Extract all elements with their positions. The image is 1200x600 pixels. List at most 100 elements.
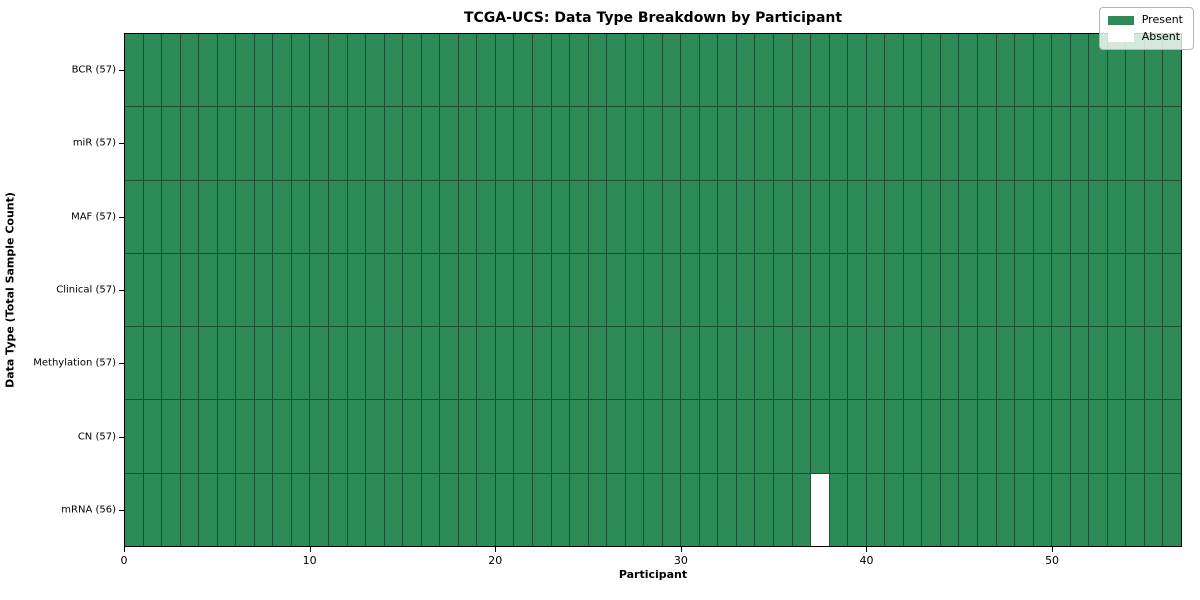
heatmap-cell <box>959 473 978 546</box>
heatmap-cell <box>736 473 755 546</box>
heatmap-cell <box>1015 327 1033 400</box>
heatmap-cell <box>736 400 755 473</box>
heatmap-cell <box>421 107 440 180</box>
heatmap-cell <box>792 34 811 107</box>
heatmap-cell <box>532 400 551 473</box>
heatmap-cell <box>1107 107 1126 180</box>
heatmap-cell <box>143 400 162 473</box>
heatmap-cell <box>162 180 180 253</box>
heatmap-cell <box>180 107 199 180</box>
heatmap-cell <box>848 473 866 546</box>
heatmap-cell <box>1126 400 1144 473</box>
heatmap-cell <box>940 253 959 327</box>
heatmap-cell <box>1052 253 1070 327</box>
heatmap-cell <box>607 327 625 400</box>
heatmap-cell <box>1033 327 1052 400</box>
heatmap-cell <box>143 473 162 546</box>
heatmap-cell <box>328 107 347 180</box>
heatmap-cell <box>1089 34 1107 107</box>
heatmap-cell <box>1126 180 1144 253</box>
heatmap-cell <box>125 180 143 253</box>
heatmap-row <box>125 473 1181 546</box>
x-tick-label: 20 <box>488 554 503 567</box>
heatmap-cell <box>625 327 644 400</box>
heatmap-cell <box>477 473 495 546</box>
heatmap-cell <box>217 34 236 107</box>
heatmap-cell <box>922 107 940 180</box>
heatmap-cell <box>718 327 736 400</box>
heatmap-cell <box>458 327 477 400</box>
heatmap-cell <box>273 34 291 107</box>
heatmap-cell <box>570 327 588 400</box>
heatmap-cell <box>866 327 885 400</box>
heatmap-cell <box>551 473 570 546</box>
heatmap-cell <box>903 253 922 327</box>
heatmap-cell <box>978 400 996 473</box>
heatmap-cell <box>644 327 662 400</box>
heatmap-cell <box>143 107 162 180</box>
heatmap-cell <box>421 473 440 546</box>
heatmap-cell <box>477 180 495 253</box>
heatmap-cell <box>903 180 922 253</box>
heatmap-cell <box>1163 34 1181 107</box>
heatmap-cell <box>885 473 903 546</box>
y-tick-label: mRNA (56) <box>61 504 116 516</box>
heatmap-cell <box>792 327 811 400</box>
heatmap-cell <box>885 400 903 473</box>
heatmap-cell <box>1126 253 1144 327</box>
heatmap-cell <box>180 34 199 107</box>
heatmap-cell <box>922 327 940 400</box>
heatmap-cell <box>978 107 996 180</box>
heatmap-cell <box>347 400 366 473</box>
heatmap-cell <box>532 253 551 327</box>
heatmap-cell <box>458 107 477 180</box>
heatmap-cell <box>848 107 866 180</box>
heatmap-cell <box>681 107 699 180</box>
heatmap-cell <box>588 473 607 546</box>
heatmap-cell <box>328 400 347 473</box>
y-tick-label: Clinical (57) <box>56 284 116 296</box>
x-tick-label: 50 <box>1045 554 1060 567</box>
heatmap-cell-absent <box>811 473 829 546</box>
heatmap-cell <box>625 180 644 253</box>
heatmap-cell <box>328 180 347 253</box>
x-tick-label: 30 <box>673 554 688 567</box>
heatmap-cell <box>236 107 254 180</box>
heatmap-cell <box>125 473 143 546</box>
heatmap-cell <box>681 473 699 546</box>
heatmap-cell <box>125 253 143 327</box>
heatmap-cell <box>681 327 699 400</box>
heatmap-cell <box>236 34 254 107</box>
heatmap-cell <box>532 34 551 107</box>
heatmap-cell <box>588 253 607 327</box>
heatmap-cell <box>199 327 217 400</box>
heatmap-cell <box>755 473 774 546</box>
heatmap-cell <box>273 327 291 400</box>
heatmap-cell <box>217 473 236 546</box>
heatmap-cell <box>1126 107 1144 180</box>
plot-area <box>124 33 1182 547</box>
heatmap-cell <box>570 180 588 253</box>
x-tick-mark <box>680 547 682 552</box>
heatmap-cell <box>922 34 940 107</box>
heatmap-cell <box>273 400 291 473</box>
heatmap-cell <box>310 34 328 107</box>
heatmap-cell <box>774 180 792 253</box>
heatmap-cell <box>885 34 903 107</box>
heatmap-cell <box>328 327 347 400</box>
heatmap-cell <box>699 34 718 107</box>
heatmap-cell <box>514 34 532 107</box>
heatmap-cell <box>1052 473 1070 546</box>
heatmap-cell <box>1052 400 1070 473</box>
heatmap-cell <box>366 327 384 400</box>
heatmap-cell <box>681 253 699 327</box>
heatmap-cell <box>495 107 514 180</box>
heatmap-cell <box>866 253 885 327</box>
y-tick-label: miR (57) <box>72 137 116 149</box>
heatmap-cell <box>588 327 607 400</box>
heatmap-cell <box>1070 253 1089 327</box>
heatmap-cell <box>125 34 143 107</box>
heatmap-cell <box>755 107 774 180</box>
heatmap-cell <box>347 253 366 327</box>
heatmap-cell <box>180 180 199 253</box>
